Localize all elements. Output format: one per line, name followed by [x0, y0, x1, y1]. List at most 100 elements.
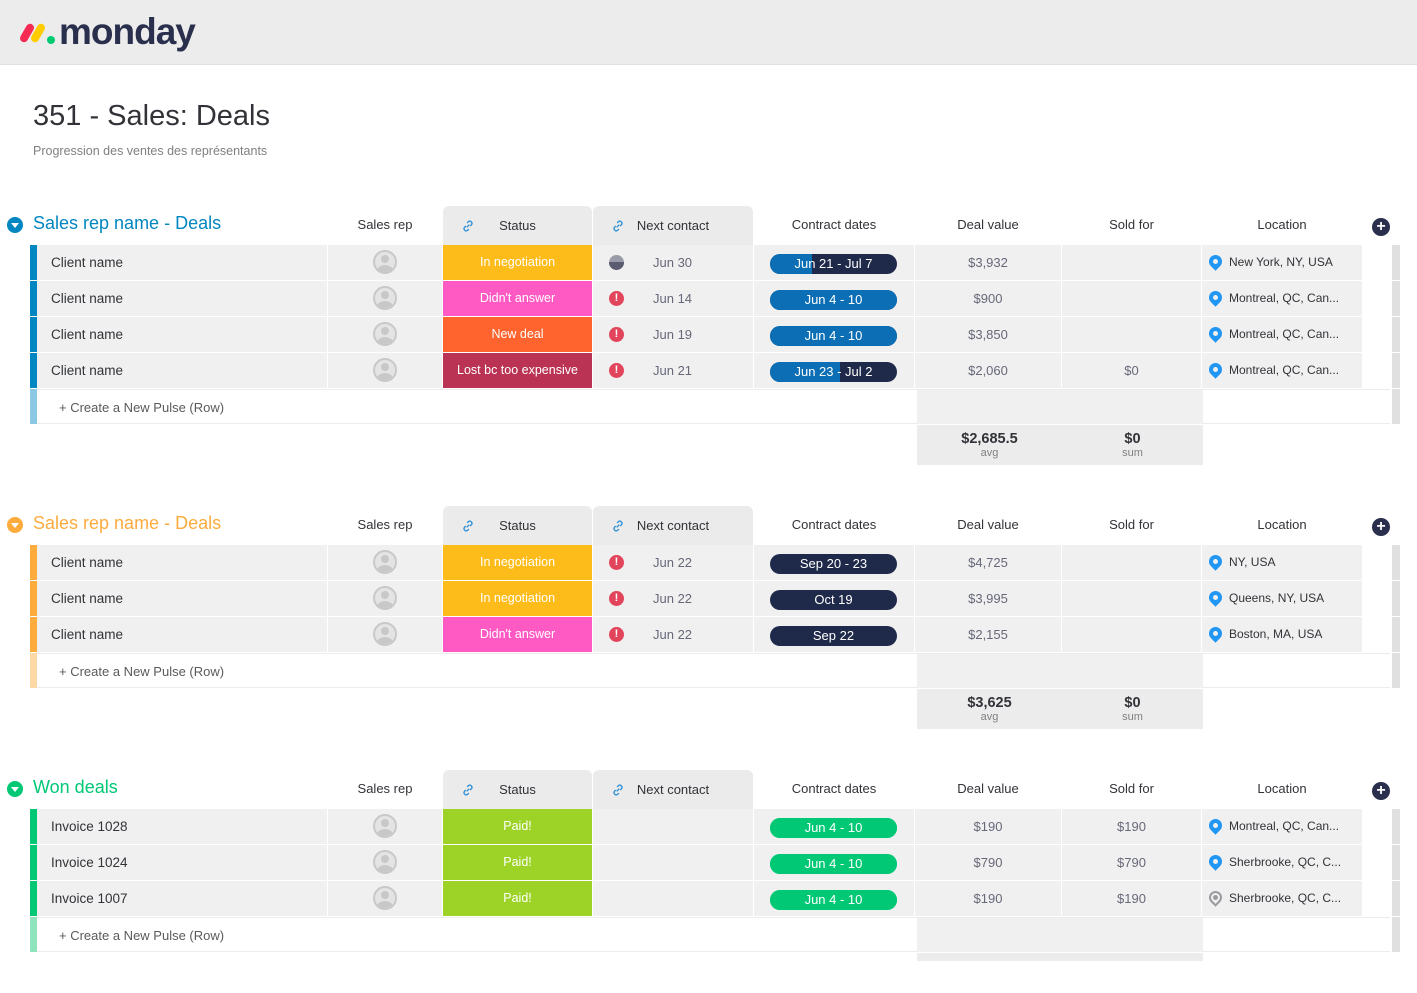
table-row[interactable]: Client name In negotiation! Jun 22 Oct 19 $3… [0, 581, 1417, 617]
contract-dates-cell[interactable]: Jun 4 - 10 [754, 809, 914, 844]
create-new-pulse-button[interactable]: + Create a New Pulse (Row) [37, 653, 1390, 688]
group-title[interactable]: Sales rep name - Deals [33, 513, 222, 533]
item-name[interactable]: Invoice 1028 [37, 809, 327, 844]
sales-rep-cell[interactable] [328, 281, 442, 316]
sold-for-cell[interactable] [1062, 617, 1201, 652]
contract-dates-cell[interactable]: Jun 4 - 10 [754, 281, 914, 316]
timeline-bar[interactable]: Jun 21 - Jul 7 [770, 254, 897, 274]
status-label[interactable]: Paid! [443, 845, 592, 880]
item-name[interactable]: Client name [37, 581, 327, 616]
status-label[interactable]: In negotiation [443, 545, 592, 580]
table-row[interactable]: Client name New deal! Jun 19 Jun 4 - 10 $3,8… [0, 317, 1417, 353]
deal-value-cell[interactable]: $3,850 [915, 317, 1061, 352]
sales-rep-cell[interactable] [328, 545, 442, 580]
next-contact-cell[interactable]: Jun 30 [593, 245, 753, 280]
column-header-status[interactable]: Status [443, 206, 592, 246]
next-contact-cell[interactable]: ! Jun 19 [593, 317, 753, 352]
status-label[interactable]: In negotiation [443, 581, 592, 616]
sold-for-cell[interactable]: $790 [1062, 845, 1201, 880]
deal-value-cell[interactable]: $3,932 [915, 245, 1061, 280]
location-cell[interactable]: Montreal, QC, Can... [1202, 809, 1362, 844]
table-row[interactable]: Client name Lost bc too expensive! Jun 21 J… [0, 353, 1417, 389]
contract-dates-cell[interactable]: Jun 21 - Jul 7 [754, 245, 914, 280]
table-row[interactable]: Client name Didn't answer! Jun 22 Sep 22 $2,… [0, 617, 1417, 653]
column-header-sold-for[interactable]: Sold for [1062, 769, 1201, 809]
sales-rep-cell[interactable] [328, 353, 442, 388]
sales-rep-cell[interactable] [328, 617, 442, 652]
column-header-location[interactable]: Location [1202, 769, 1362, 809]
next-contact-cell[interactable]: ! Jun 22 [593, 545, 753, 580]
column-header-contract-dates[interactable]: Contract dates [754, 505, 914, 545]
item-name[interactable]: Client name [37, 317, 327, 352]
table-row[interactable]: Client name In negotiation! Jun 22 Sep 20 -… [0, 545, 1417, 581]
collapse-group-icon[interactable] [7, 217, 23, 233]
sales-rep-cell[interactable] [328, 845, 442, 880]
next-contact-cell[interactable]: ! Jun 21 [593, 353, 753, 388]
timeline-bar[interactable]: Jun 4 - 10 [770, 290, 897, 310]
status-label[interactable]: Didn't answer [443, 281, 592, 316]
status-label[interactable]: Lost bc too expensive [443, 353, 592, 388]
sales-rep-cell[interactable] [328, 881, 442, 916]
item-name[interactable]: Client name [37, 281, 327, 316]
timeline-bar[interactable]: Jun 4 - 10 [770, 854, 897, 874]
column-header-location[interactable]: Location [1202, 505, 1362, 545]
sold-for-cell[interactable]: $0 [1062, 353, 1201, 388]
location-cell[interactable]: Sherbrooke, QC, C... [1202, 845, 1362, 880]
timeline-bar[interactable]: Jun 4 - 10 [770, 326, 897, 346]
create-new-pulse-button[interactable]: + Create a New Pulse (Row) [37, 389, 1390, 424]
next-contact-cell[interactable]: ! Jun 22 [593, 617, 753, 652]
add-column-icon[interactable]: + [1372, 782, 1390, 800]
location-cell[interactable]: Montreal, QC, Can... [1202, 353, 1362, 388]
contract-dates-cell[interactable]: Oct 19 [754, 581, 914, 616]
sales-rep-cell[interactable] [328, 581, 442, 616]
table-row[interactable]: Client name Didn't answer! Jun 14 Jun 4 - 1… [0, 281, 1417, 317]
column-header-next-contact[interactable]: Next contact [593, 506, 753, 546]
item-name[interactable]: Client name [37, 617, 327, 652]
column-header-next-contact[interactable]: Next contact [593, 770, 753, 810]
location-cell[interactable]: New York, NY, USA [1202, 245, 1362, 280]
table-row[interactable]: Invoice 1024 Paid! Jun 4 - 10 $790 $790 Sherb… [0, 845, 1417, 881]
contract-dates-cell[interactable]: Sep 20 - 23 [754, 545, 914, 580]
collapse-group-icon[interactable] [7, 781, 23, 797]
table-row[interactable]: Client name In negotiation Jun 30 Jun 21 - … [0, 245, 1417, 281]
deal-value-summary[interactable]: $2,685.5 avg [917, 425, 1062, 465]
column-header-status[interactable]: Status [443, 506, 592, 546]
timeline-bar[interactable]: Sep 20 - 23 [770, 554, 897, 574]
deal-value-cell[interactable]: $3,995 [915, 581, 1061, 616]
deal-value-cell[interactable]: $190 [915, 881, 1061, 916]
sold-for-cell[interactable]: $190 [1062, 881, 1201, 916]
timeline-bar[interactable]: Jun 23 - Jul 2 [770, 362, 897, 382]
timeline-bar[interactable]: Oct 19 [770, 590, 897, 610]
location-cell[interactable]: Queens, NY, USA [1202, 581, 1362, 616]
status-label[interactable]: Paid! [443, 809, 592, 844]
location-cell[interactable]: Montreal, QC, Can... [1202, 317, 1362, 352]
item-name[interactable]: Client name [37, 353, 327, 388]
sold-for-cell[interactable] [1062, 581, 1201, 616]
next-contact-cell[interactable] [593, 881, 753, 916]
deal-value-cell[interactable]: $790 [915, 845, 1061, 880]
location-cell[interactable]: Sherbrooke, QC, C... [1202, 881, 1362, 916]
table-row[interactable]: Invoice 1007 Paid! Jun 4 - 10 $190 $190 Sherb… [0, 881, 1417, 917]
column-header-next-contact[interactable]: Next contact [593, 206, 753, 246]
timeline-bar[interactable]: Jun 4 - 10 [770, 818, 897, 838]
column-header-status[interactable]: Status [443, 770, 592, 810]
sold-for-cell[interactable] [1062, 317, 1201, 352]
create-new-pulse-button[interactable]: + Create a New Pulse (Row) [37, 917, 1390, 952]
sold-for-cell[interactable]: $190 [1062, 809, 1201, 844]
monday-logo[interactable]: monday [18, 12, 196, 52]
contract-dates-cell[interactable]: Jun 4 - 10 [754, 317, 914, 352]
deal-value-cell[interactable]: $2,155 [915, 617, 1061, 652]
column-header-deal-value[interactable]: Deal value [915, 505, 1061, 545]
column-header-contract-dates[interactable]: Contract dates [754, 205, 914, 245]
contract-dates-cell[interactable]: Jun 4 - 10 [754, 881, 914, 916]
sales-rep-cell[interactable] [328, 809, 442, 844]
column-header-sales-rep[interactable]: Sales rep [328, 205, 442, 245]
next-contact-cell[interactable]: ! Jun 22 [593, 581, 753, 616]
board-description[interactable]: Progression des ventes des représentants [33, 144, 268, 158]
column-header-sold-for[interactable]: Sold for [1062, 505, 1201, 545]
sold-for-cell[interactable] [1062, 545, 1201, 580]
sold-for-cell[interactable] [1062, 281, 1201, 316]
item-name[interactable]: Invoice 1007 [37, 881, 327, 916]
column-header-deal-value[interactable]: Deal value [915, 205, 1061, 245]
deal-value-cell[interactable]: $190 [915, 809, 1061, 844]
